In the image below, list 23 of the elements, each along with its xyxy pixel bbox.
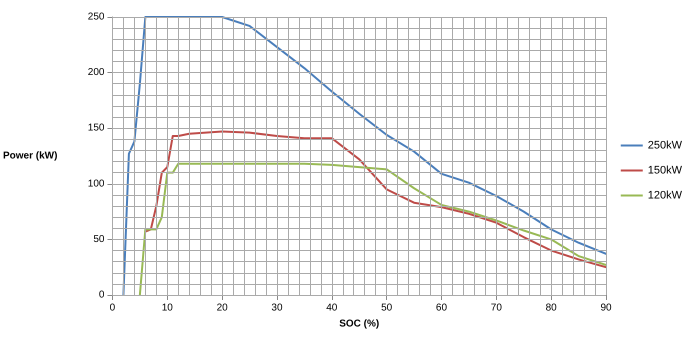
x-tick-label: 10 — [162, 302, 174, 314]
y-tick-label: 100 — [88, 178, 105, 190]
legend-label: 150kW — [648, 164, 683, 176]
x-tick-label: 50 — [381, 302, 393, 314]
x-tick-label: 20 — [216, 302, 228, 314]
legend-label: 120kW — [648, 190, 683, 202]
line-series — [138, 162, 607, 296]
y-axis-title: Power (kW) — [2, 150, 58, 162]
y-tick-label: 150 — [88, 122, 105, 134]
x-tick-label: 30 — [271, 302, 283, 314]
line-series — [144, 130, 607, 268]
x-tick-label: 80 — [546, 302, 558, 314]
x-tick-label: 70 — [490, 302, 502, 314]
x-tick-label: 40 — [326, 302, 338, 314]
y-tick-label: 200 — [88, 67, 105, 78]
y-tick-label: 0 — [98, 290, 105, 300]
y-tick-label: 250 — [88, 12, 105, 22]
y-tick-label: 50 — [93, 234, 105, 245]
x-tick-label: 60 — [436, 302, 448, 314]
x-tick-label: 0 — [110, 302, 116, 314]
x-axis-title: SOC (%) — [339, 318, 380, 330]
x-tick-label: 90 — [600, 302, 612, 314]
legend-label: 250kW — [648, 140, 683, 152]
